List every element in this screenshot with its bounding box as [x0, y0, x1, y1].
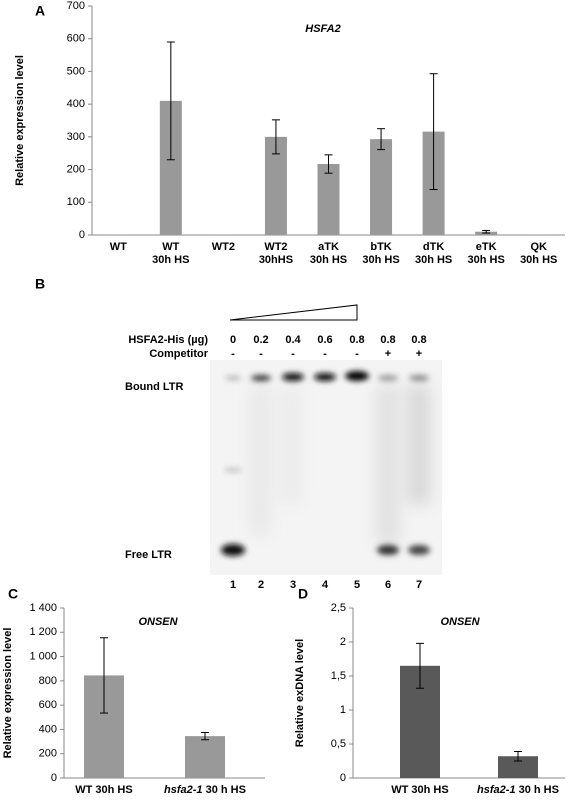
bar — [264, 136, 287, 235]
y-tick-label: 0,5 — [331, 738, 346, 750]
competitor-sign: - — [323, 348, 327, 360]
x-tick-label: WT — [162, 241, 179, 253]
x-tick-label: 30h HS — [362, 254, 399, 266]
competitor-sign: + — [385, 348, 391, 360]
x-tick-label-part: hsfa2-1 — [164, 784, 203, 796]
lane-number: 6 — [385, 579, 391, 591]
chart-title: ONSEN — [138, 616, 178, 628]
bar — [185, 736, 225, 778]
x-tick-label-part: WT 30h HS — [75, 784, 132, 796]
x-tick-label: 30h HS — [415, 254, 452, 266]
competitor-sign: - — [355, 348, 359, 360]
gel-image — [210, 304, 442, 575]
chart-title: ONSEN — [440, 616, 480, 628]
lane-number: 7 — [416, 579, 422, 591]
x-tick-label: WT — [110, 241, 127, 253]
x-tick-label: 30h HS — [468, 254, 505, 266]
y-tick-label: 1,5 — [331, 670, 346, 682]
y-tick-label: 1 400 — [29, 602, 57, 614]
x-tick-label: WT 30h HS — [75, 784, 132, 796]
panel-label: D — [298, 586, 308, 602]
y-tick-label: 600 — [67, 33, 85, 45]
x-tick-label: hsfa2-1 30 h HS — [477, 784, 559, 796]
y-tick-label: 400 — [39, 723, 57, 735]
x-tick-label: bTK — [370, 241, 391, 253]
y-tick-label: 500 — [67, 65, 85, 77]
bar — [370, 139, 393, 235]
y-tick-label: 200 — [67, 163, 85, 175]
lane-number: 4 — [322, 579, 329, 591]
y-tick-label: 1 200 — [29, 626, 57, 638]
protein-label: HSFA2-His (µg) — [128, 334, 208, 346]
x-tick-label: QK — [530, 241, 547, 253]
amount: 0.6 — [317, 334, 332, 346]
x-tick-label: hsfa2-1 30 h HS — [164, 784, 246, 796]
competitor-sign: - — [259, 348, 263, 360]
y-tick-label: 400 — [67, 98, 85, 110]
competitor-label: Competitor — [149, 348, 208, 360]
amount: 0.8 — [411, 334, 426, 346]
y-tick-label: 300 — [67, 131, 85, 143]
lane-number: 2 — [258, 579, 264, 591]
chart-title: HSFA2 — [305, 23, 340, 35]
x-tick-label: WT2 — [264, 241, 287, 253]
y-tick-label: 2,5 — [331, 602, 346, 614]
amount: 0.2 — [253, 334, 268, 346]
y-tick-label: 800 — [39, 675, 57, 687]
competitor-sign: - — [231, 348, 235, 360]
panel-label: A — [35, 3, 45, 19]
y-tick-label: 1 000 — [29, 650, 57, 662]
x-tick-label: 30h HS — [152, 254, 189, 266]
x-tick-label-part: WT 30h HS — [391, 784, 448, 796]
competitor-sign: - — [291, 348, 295, 360]
x-tick-label: 30h HS — [310, 254, 347, 266]
x-tick-label: WT 30h HS — [391, 784, 448, 796]
y-tick-label: 0 — [51, 772, 57, 784]
amount: 0 — [230, 334, 236, 346]
x-tick-label: WT2 — [212, 241, 235, 253]
x-tick-label: aTK — [318, 241, 339, 253]
amount: 0.4 — [285, 334, 301, 346]
y-tick-label: 0 — [340, 772, 346, 784]
y-tick-label: 1 — [340, 704, 346, 716]
y-tick-label: 0 — [79, 229, 85, 241]
amount: 0.8 — [349, 334, 364, 346]
x-tick-label: dTK — [423, 241, 444, 253]
y-axis-label: Relative exDNA level — [294, 639, 306, 747]
y-tick-label: 100 — [67, 196, 85, 208]
y-tick-label: 2 — [340, 636, 346, 648]
bar — [498, 756, 538, 778]
x-tick-label-part: hsfa2-1 — [477, 784, 516, 796]
panel-label: C — [8, 586, 18, 602]
x-tick-label: 30hHS — [259, 254, 293, 266]
x-tick-label-part: 30 h HS — [203, 784, 246, 796]
y-axis-label: Relative expression level — [2, 628, 14, 759]
y-axis-label: Relative expression level — [14, 55, 26, 186]
x-tick-label-part: 30 h HS — [516, 784, 559, 796]
x-tick-label: eTK — [476, 241, 497, 253]
bar — [317, 164, 340, 235]
panel-label: B — [35, 276, 45, 292]
x-tick-label: 30h HS — [520, 254, 557, 266]
free-label: Free LTR — [125, 549, 172, 561]
bar — [159, 100, 182, 235]
bound-label: Bound LTR — [125, 381, 183, 393]
lane-number: 1 — [230, 579, 236, 591]
y-tick-label: 700 — [67, 0, 85, 12]
y-tick-label: 600 — [39, 699, 57, 711]
lane-number: 5 — [354, 579, 360, 591]
lane-number: 3 — [290, 579, 296, 591]
amount: 0.8 — [380, 334, 395, 346]
y-tick-label: 200 — [39, 748, 57, 760]
competitor-sign: + — [416, 348, 422, 360]
